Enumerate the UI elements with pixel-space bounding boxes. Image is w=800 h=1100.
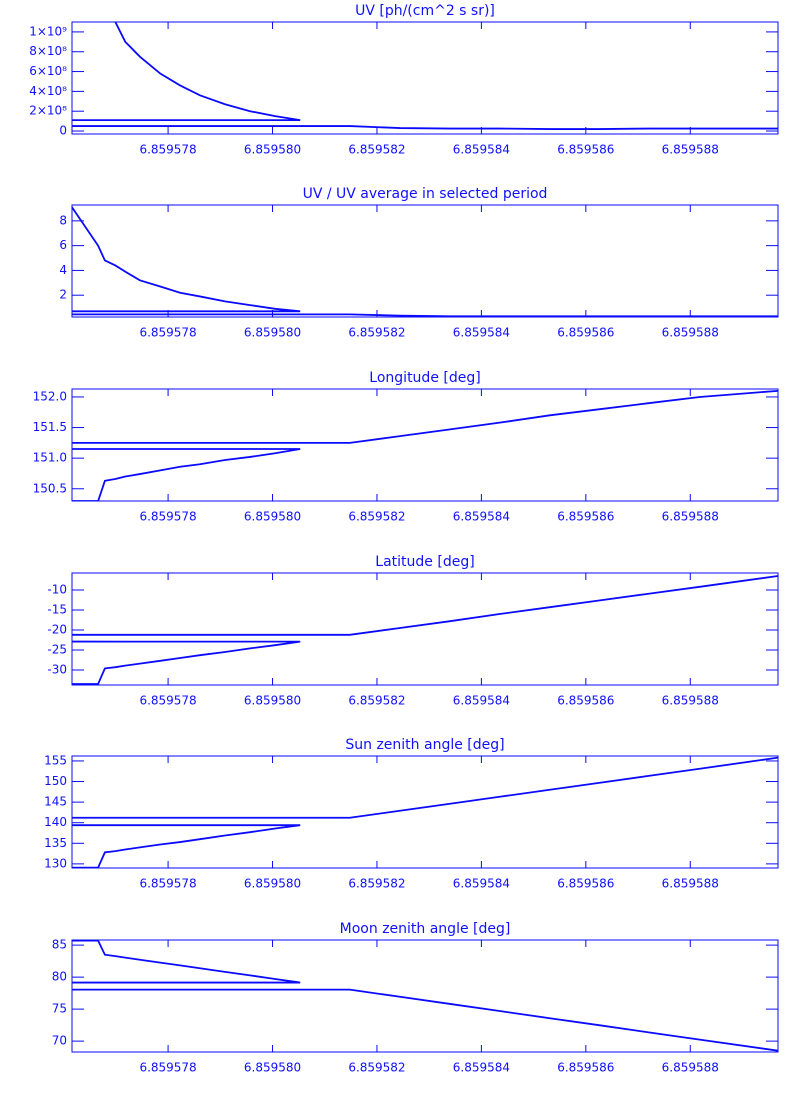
- y-tick-label: 145: [44, 795, 67, 809]
- y-tick-label: 6: [59, 238, 67, 252]
- x-tick-label: 6.859584: [453, 1061, 510, 1075]
- x-tick-label: 6.859586: [557, 326, 614, 340]
- y-tick-label: -10: [47, 583, 67, 597]
- x-tick-label: 6.859586: [557, 1061, 614, 1075]
- x-tick-label: 6.859582: [348, 694, 405, 708]
- data-line: [72, 940, 778, 1052]
- y-tick-label: 151.5: [33, 420, 67, 434]
- plot-frame: [71, 572, 779, 686]
- panel: Moon zenith angle [deg] 6.859578 6.859580 6…: [52, 921, 779, 1075]
- panel: Longitude [deg] 6.859578 6.859580 6.859582 6…: [33, 370, 779, 524]
- panel: UV [ph/(cm^2 s sr)] 6.859578 6.859580 6.859…: [29, 3, 779, 157]
- x-tick-label: 6.859582: [348, 510, 405, 524]
- panel-title: Moon zenith angle [deg]: [340, 921, 511, 937]
- x-tick-label: 6.859584: [453, 143, 510, 157]
- panel-title: UV [ph/(cm^2 s sr)]: [355, 3, 495, 19]
- y-tick-label: -15: [47, 603, 67, 617]
- x-tick-label: 6.859582: [348, 1061, 405, 1075]
- y-tick-label: 85: [52, 938, 67, 952]
- plot-frame: [71, 204, 779, 318]
- x-tick-label: 6.859580: [244, 877, 301, 891]
- y-tick-label: -25: [47, 643, 67, 657]
- x-tick-label: 6.859588: [662, 877, 719, 891]
- y-tick-label: 135: [44, 836, 67, 850]
- x-tick-label: 6.859586: [557, 143, 614, 157]
- data-line: [72, 756, 778, 868]
- x-tick-label: 6.859580: [244, 326, 301, 340]
- x-tick-label: 6.859578: [139, 877, 196, 891]
- x-tick-label: 6.859580: [244, 1061, 301, 1075]
- y-tick-label: 2: [59, 288, 67, 302]
- x-tick-label: 6.859588: [662, 694, 719, 708]
- x-tick-label: 6.859584: [453, 877, 510, 891]
- panel: Sun zenith angle [deg] 6.859578 6.859580 6.…: [44, 737, 779, 891]
- x-tick-label: 6.859578: [139, 694, 196, 708]
- y-tick-label: 150.5: [33, 481, 67, 495]
- x-tick-label: 6.859580: [244, 694, 301, 708]
- y-tick-label: 1×10⁹: [29, 24, 67, 38]
- y-tick-label: 4×10⁸: [29, 84, 67, 98]
- y-tick-label: 70: [52, 1034, 67, 1048]
- panel-title: Sun zenith angle [deg]: [345, 737, 504, 753]
- y-tick-label: 6×10⁸: [29, 64, 67, 78]
- x-tick-label: 6.859582: [348, 326, 405, 340]
- x-tick-label: 6.859582: [348, 877, 405, 891]
- plot-frame: [71, 755, 779, 869]
- x-tick-label: 6.859586: [557, 694, 614, 708]
- x-tick-label: 6.859584: [453, 326, 510, 340]
- panel: UV / UV average in selected period 6.8595…: [59, 186, 779, 340]
- y-tick-label: 130: [44, 856, 67, 870]
- data-line: [72, 389, 778, 501]
- x-tick-label: 6.859578: [139, 143, 196, 157]
- x-tick-label: 6.859588: [662, 326, 719, 340]
- x-tick-label: 6.859584: [453, 510, 510, 524]
- x-tick-label: 6.859578: [139, 1061, 196, 1075]
- data-line: [72, 206, 778, 317]
- x-tick-label: 6.859588: [662, 143, 719, 157]
- y-tick-label: 8×10⁸: [29, 44, 67, 58]
- y-tick-label: 75: [52, 1002, 67, 1016]
- y-tick-label: 140: [44, 815, 67, 829]
- data-line: [72, 22, 778, 130]
- x-tick-label: 6.859578: [139, 326, 196, 340]
- y-tick-label: 155: [44, 753, 67, 767]
- y-tick-label: -20: [47, 623, 67, 637]
- panel-title: Longitude [deg]: [369, 370, 480, 386]
- plot-frame: [71, 939, 779, 1053]
- x-tick-label: 6.859584: [453, 694, 510, 708]
- plot-frame: [71, 388, 779, 502]
- y-tick-label: 0: [59, 124, 67, 138]
- y-tick-label: 8: [59, 213, 67, 227]
- data-line: [72, 575, 778, 685]
- x-tick-label: 6.859580: [244, 510, 301, 524]
- x-tick-label: 6.859582: [348, 143, 405, 157]
- y-tick-label: 150: [44, 774, 67, 788]
- panel: Latitude [deg] 6.859578 6.859580 6.859582 6.…: [47, 554, 779, 708]
- y-tick-label: 151.0: [33, 451, 67, 465]
- y-tick-label: 152.0: [33, 389, 67, 403]
- panel-title: Latitude [deg]: [375, 554, 474, 570]
- x-tick-label: 6.859588: [662, 510, 719, 524]
- x-tick-label: 6.859580: [244, 143, 301, 157]
- x-tick-label: 6.859578: [139, 510, 196, 524]
- x-tick-label: 6.859586: [557, 877, 614, 891]
- x-tick-label: 6.859588: [662, 1061, 719, 1075]
- y-tick-label: 80: [52, 970, 67, 984]
- y-tick-label: 4: [59, 263, 67, 277]
- y-tick-label: -30: [47, 663, 67, 677]
- y-tick-label: 2×10⁸: [29, 104, 67, 118]
- x-tick-label: 6.859586: [557, 510, 614, 524]
- panel-title: UV / UV average in selected period: [303, 186, 548, 202]
- plot-frame: [71, 21, 779, 135]
